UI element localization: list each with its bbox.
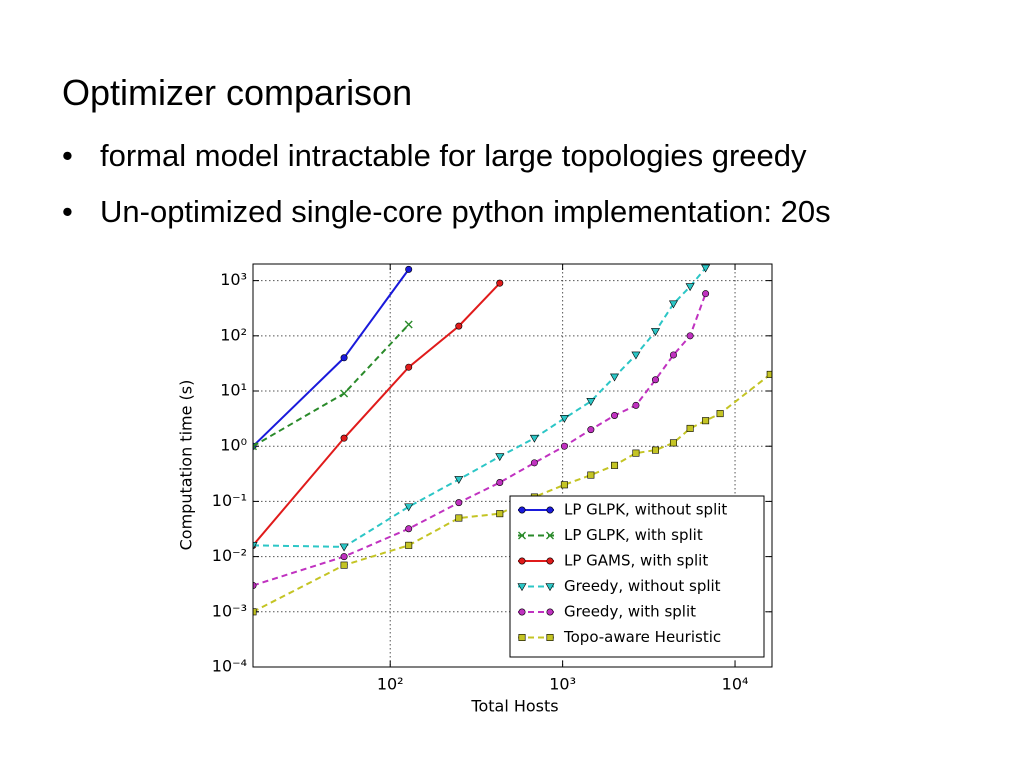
bullet: • formal model intractable for large topo…	[62, 138, 807, 173]
legend-marker	[546, 506, 554, 514]
series-line	[253, 293, 707, 587]
x-tick-label: 10³	[549, 675, 576, 694]
point	[702, 290, 710, 298]
point	[496, 479, 504, 487]
point	[253, 442, 257, 451]
bullet: • Un-optimized single-core python impleme…	[62, 194, 831, 229]
point	[404, 503, 414, 512]
legend-marker	[518, 506, 526, 514]
x-tick-label: 10⁴	[722, 675, 749, 694]
point	[586, 398, 596, 406]
point	[668, 300, 678, 309]
point	[405, 265, 413, 273]
slide-title: Optimizer comparison	[62, 72, 413, 113]
point	[651, 446, 659, 454]
point	[455, 499, 463, 507]
legend-marker	[546, 608, 554, 616]
legend-label: Greedy, with split	[564, 603, 696, 621]
point	[496, 279, 504, 287]
point	[530, 459, 538, 467]
point	[340, 389, 349, 398]
legend-marker	[546, 531, 554, 540]
legend-marker	[546, 557, 554, 565]
legend-box	[509, 495, 765, 658]
legend-label: LP GLPK, with split	[564, 526, 703, 544]
point	[587, 471, 595, 479]
point	[529, 434, 539, 443]
point	[611, 461, 619, 469]
y-tick-label: 10¹	[220, 381, 247, 400]
point	[686, 332, 694, 340]
point	[702, 417, 710, 425]
plot-frame	[252, 263, 773, 668]
point	[669, 351, 677, 359]
y-tick-label: 10²	[220, 325, 247, 344]
legend-label: Greedy, without split	[564, 577, 721, 595]
point	[340, 561, 348, 569]
point	[405, 363, 413, 371]
legend-marker	[518, 557, 526, 565]
point	[404, 320, 413, 329]
legend-label: Topo-aware Heuristic	[563, 628, 721, 646]
point	[405, 541, 413, 549]
x-axis-label: Total Hosts	[470, 697, 558, 716]
point	[651, 376, 659, 384]
legend-label: LP GAMS, with split	[564, 552, 708, 570]
y-axis-label: Computation time (s)	[177, 380, 196, 551]
point	[610, 373, 620, 382]
y-tick-label: 10⁻²	[212, 546, 247, 565]
legend-marker	[546, 633, 554, 641]
point	[455, 322, 463, 330]
point	[686, 424, 694, 432]
bullet-text: Un-optimized single-core python implemen…	[100, 194, 831, 229]
point	[632, 401, 640, 409]
point	[454, 476, 464, 485]
legend: LP GLPK, without split LP GLPK, with spli…	[509, 495, 765, 658]
point	[340, 354, 348, 362]
point	[611, 412, 619, 420]
point	[340, 434, 348, 442]
point	[716, 410, 724, 418]
x-tick-label: 10²	[377, 675, 404, 694]
point	[631, 351, 641, 360]
series-line	[253, 267, 707, 548]
legend-marker	[518, 608, 526, 616]
point	[495, 453, 505, 462]
point	[650, 328, 660, 337]
point	[253, 542, 258, 550]
y-tick-label: 10⁻⁴	[212, 657, 247, 676]
legend-marker	[517, 583, 527, 592]
point	[587, 426, 595, 434]
point	[685, 283, 695, 292]
point	[560, 481, 568, 489]
point	[560, 442, 568, 450]
y-tick-label: 10³	[220, 270, 247, 289]
point	[496, 510, 504, 518]
legend-marker	[518, 531, 526, 540]
point	[632, 449, 640, 457]
y-tick-label: 10⁰	[220, 436, 247, 455]
legend-marker	[518, 633, 526, 641]
point	[559, 415, 569, 423]
bullet-text: formal model intractable for large topol…	[100, 138, 807, 173]
point	[669, 439, 677, 447]
plot-series	[253, 264, 772, 616]
point	[766, 370, 772, 378]
point	[339, 543, 349, 552]
point	[455, 514, 463, 522]
y-tick-label: 10⁻¹	[212, 491, 247, 510]
point	[340, 553, 348, 561]
legend-marker	[545, 583, 555, 592]
legend-label: LP GLPK, without split	[564, 501, 727, 519]
point	[701, 264, 711, 273]
y-tick-label: 10⁻³	[212, 601, 247, 620]
point	[405, 525, 413, 533]
